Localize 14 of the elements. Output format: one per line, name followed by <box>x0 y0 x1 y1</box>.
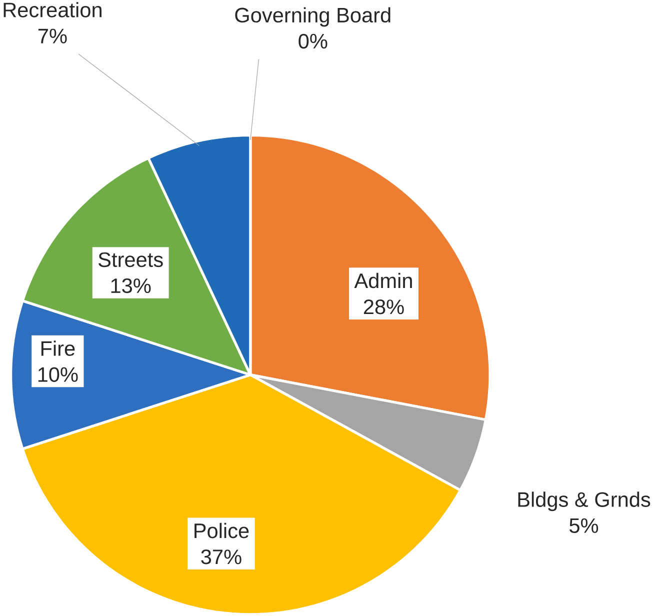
slice-label: Police <box>194 523 249 538</box>
slice-label: Recreation <box>4 2 102 18</box>
slice-label: Fire <box>41 340 75 356</box>
data-label: 13% <box>111 278 151 294</box>
data-label: 5% <box>570 518 598 534</box>
slice-label: Streets <box>98 252 163 268</box>
data-label: 10% <box>38 367 78 382</box>
slice-label: Bldgs & Grnds <box>518 492 650 512</box>
data-label: 7% <box>38 28 67 44</box>
text: 0% <box>298 34 328 49</box>
category-label: Governing Board <box>235 7 390 27</box>
data-label: 37% <box>201 550 242 564</box>
slice-label: Admin <box>354 273 412 288</box>
data-label: 28% <box>364 300 404 314</box>
